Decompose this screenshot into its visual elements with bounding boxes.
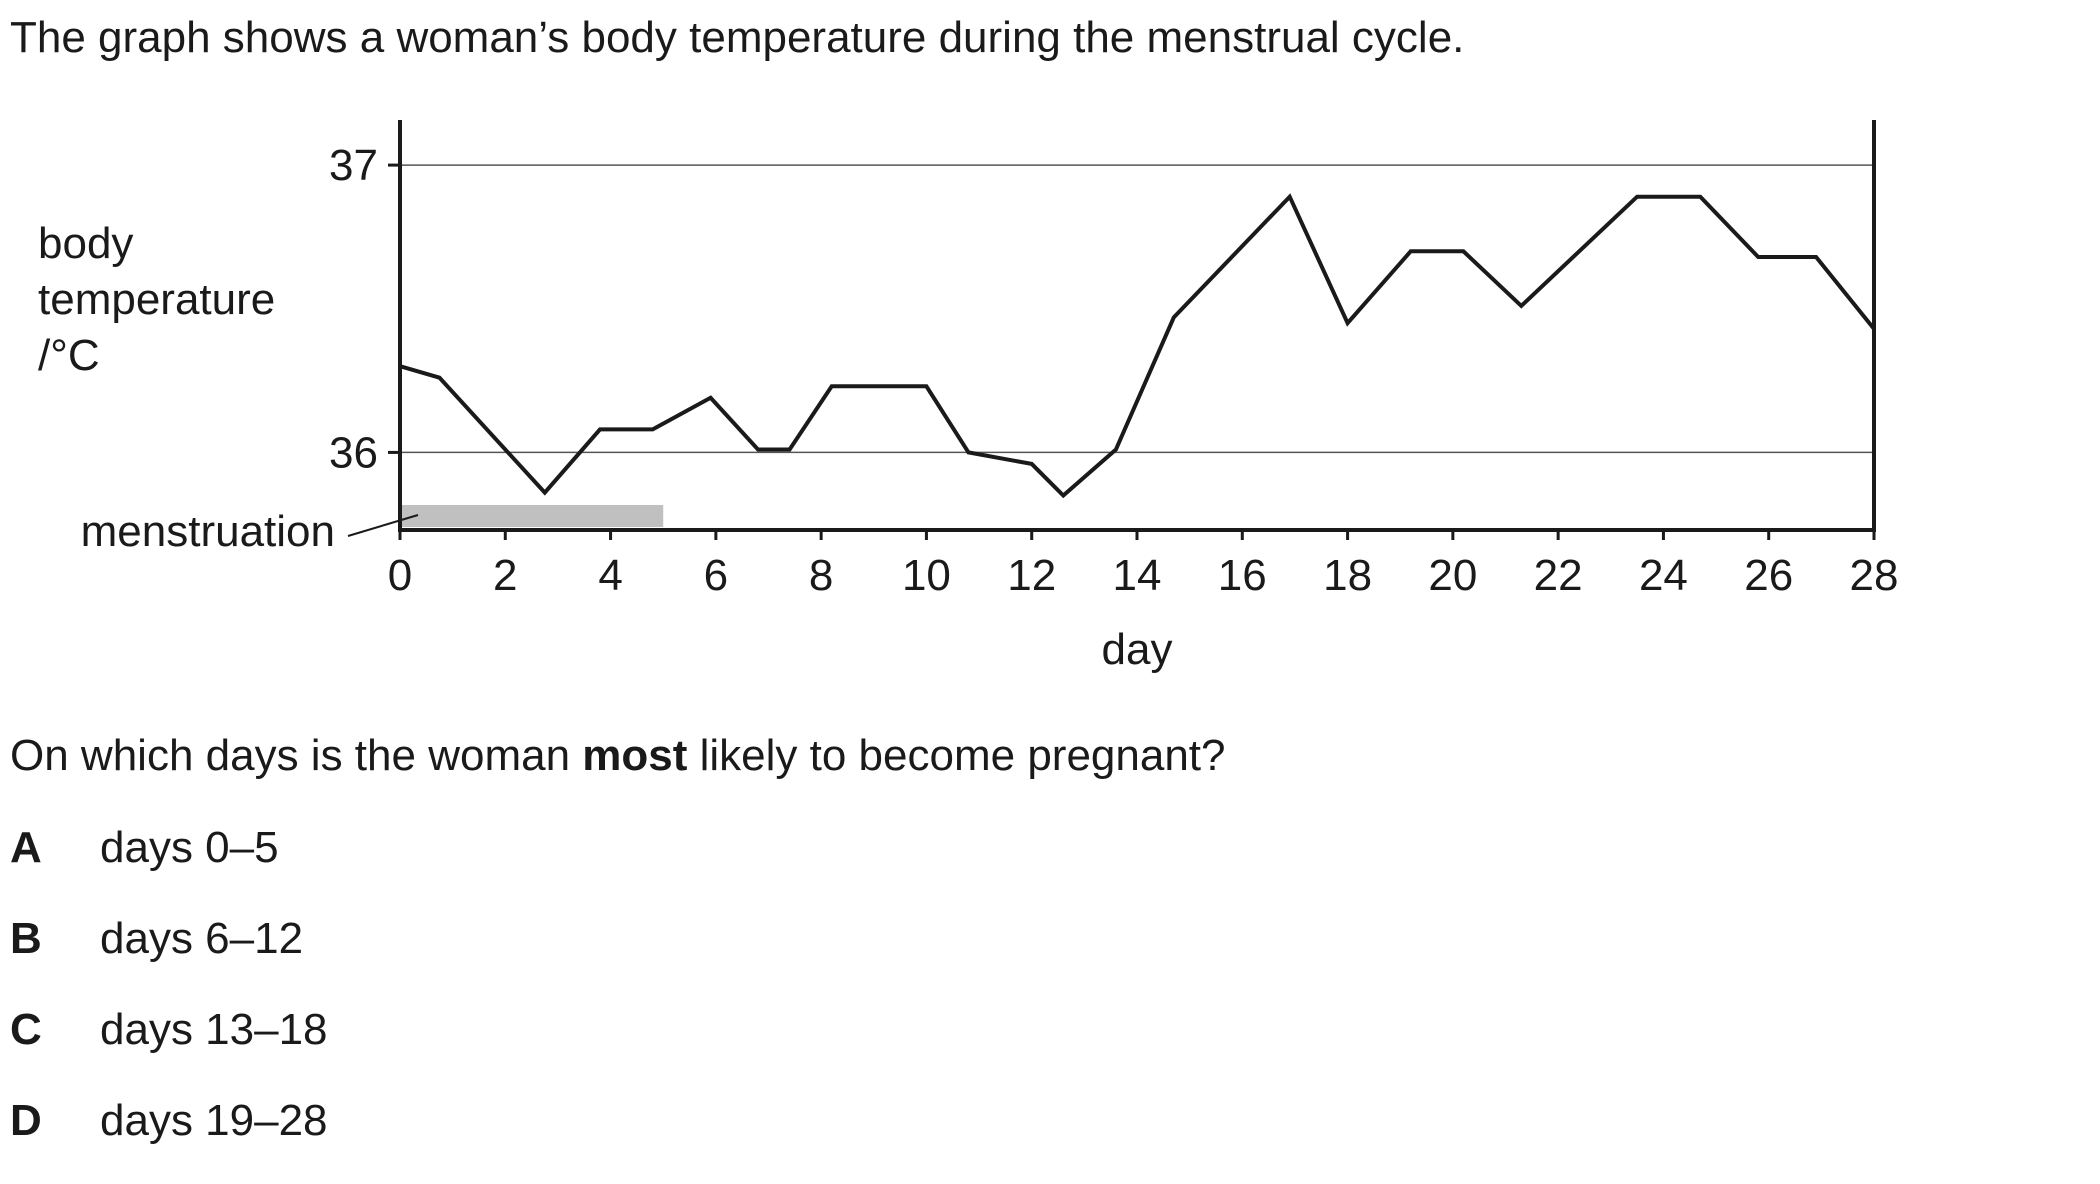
option-letter: D <box>10 1096 42 1145</box>
x-tick-label: 12 <box>1007 551 1056 600</box>
intro-text: The graph shows a woman’s body temperatu… <box>10 13 1465 62</box>
menstruation-leader-line <box>347 514 419 537</box>
x-tick-label: 0 <box>388 551 412 600</box>
option-b[interactable]: B days 6–12 <box>10 911 328 1002</box>
x-axis-label: day <box>1102 625 1173 674</box>
temperature-line <box>399 193 1876 499</box>
option-letter: C <box>10 1005 42 1054</box>
x-tick-label: 18 <box>1323 551 1372 600</box>
y-axis-label: body temperature /°C <box>38 219 275 380</box>
question-suffix: likely to become pregnant? <box>687 731 1226 780</box>
menstruation-label: menstruation <box>81 507 335 556</box>
option-text: days 6–12 <box>100 914 304 963</box>
y-tick-label: 37 <box>329 141 378 190</box>
x-tick-label: 24 <box>1639 551 1688 600</box>
option-a[interactable]: A days 0–5 <box>10 820 328 911</box>
x-tick-label: 2 <box>493 551 517 600</box>
option-letter: A <box>10 823 42 872</box>
option-c[interactable]: C days 13–18 <box>10 1002 328 1093</box>
question-prefix: On which days is the woman <box>10 731 583 780</box>
axes <box>398 120 1876 532</box>
question-text: On which days is the woman most likely t… <box>10 728 1226 784</box>
answer-options: A days 0–5 B days 6–12 C days 13–18 D da… <box>10 820 328 1184</box>
option-letter: B <box>10 914 42 963</box>
y-axis-label-line: body <box>38 219 133 268</box>
x-tick-label: 20 <box>1428 551 1477 600</box>
option-text: days 13–18 <box>100 1005 328 1054</box>
x-tick-label: 8 <box>809 551 833 600</box>
x-tick-label: 6 <box>704 551 728 600</box>
x-tick-label: 14 <box>1113 551 1162 600</box>
x-tick-label: 10 <box>902 551 951 600</box>
option-d[interactable]: D days 19–28 <box>10 1093 328 1184</box>
temperature-chart: menstruation 0 2 4 6 8 10 12 14 16 18 20 22 24 26 2836… <box>38 120 1898 674</box>
option-text: days 19–28 <box>100 1096 328 1145</box>
x-tick-label: 26 <box>1744 551 1793 600</box>
y-tick-label: 36 <box>329 428 378 477</box>
gridlines <box>400 164 1874 454</box>
x-tick-label: 28 <box>1850 551 1899 600</box>
x-tick-label: 4 <box>598 551 622 600</box>
y-axis-label-line: /°C <box>38 331 100 380</box>
menstruation-bar <box>400 505 664 527</box>
question-emphasis: most <box>582 731 688 780</box>
x-tick-label: 16 <box>1218 551 1267 600</box>
x-tick-label: 22 <box>1534 551 1583 600</box>
option-text: days 0–5 <box>100 823 279 872</box>
y-axis-label-line: temperature <box>38 275 275 324</box>
